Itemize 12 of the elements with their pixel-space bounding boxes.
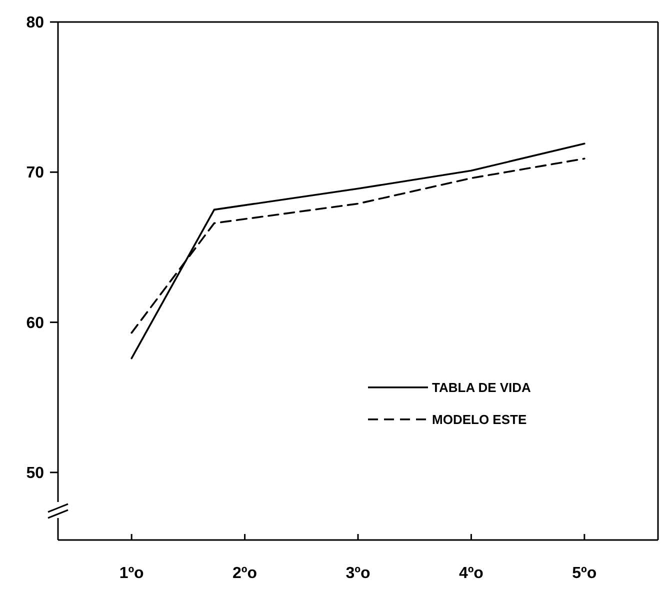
x-tick-label: 5ºo [572,565,597,582]
x-tick-label: 2ºo [232,565,258,582]
y-tick-label: 50 [26,465,44,482]
x-tick-label: 4ºo [458,565,484,582]
line-series [130,142,586,360]
y-tick-label: 70 [26,164,44,182]
x-tick-label: 1ºo [119,565,144,582]
y-tick-label: 60 [26,314,44,332]
legend-label: TABLA DE VIDA [432,380,532,395]
x-tick-label: 3ºo [346,565,370,582]
y-tick-label: 80 [26,14,44,32]
legend-label: MODELO ESTE [432,412,527,427]
